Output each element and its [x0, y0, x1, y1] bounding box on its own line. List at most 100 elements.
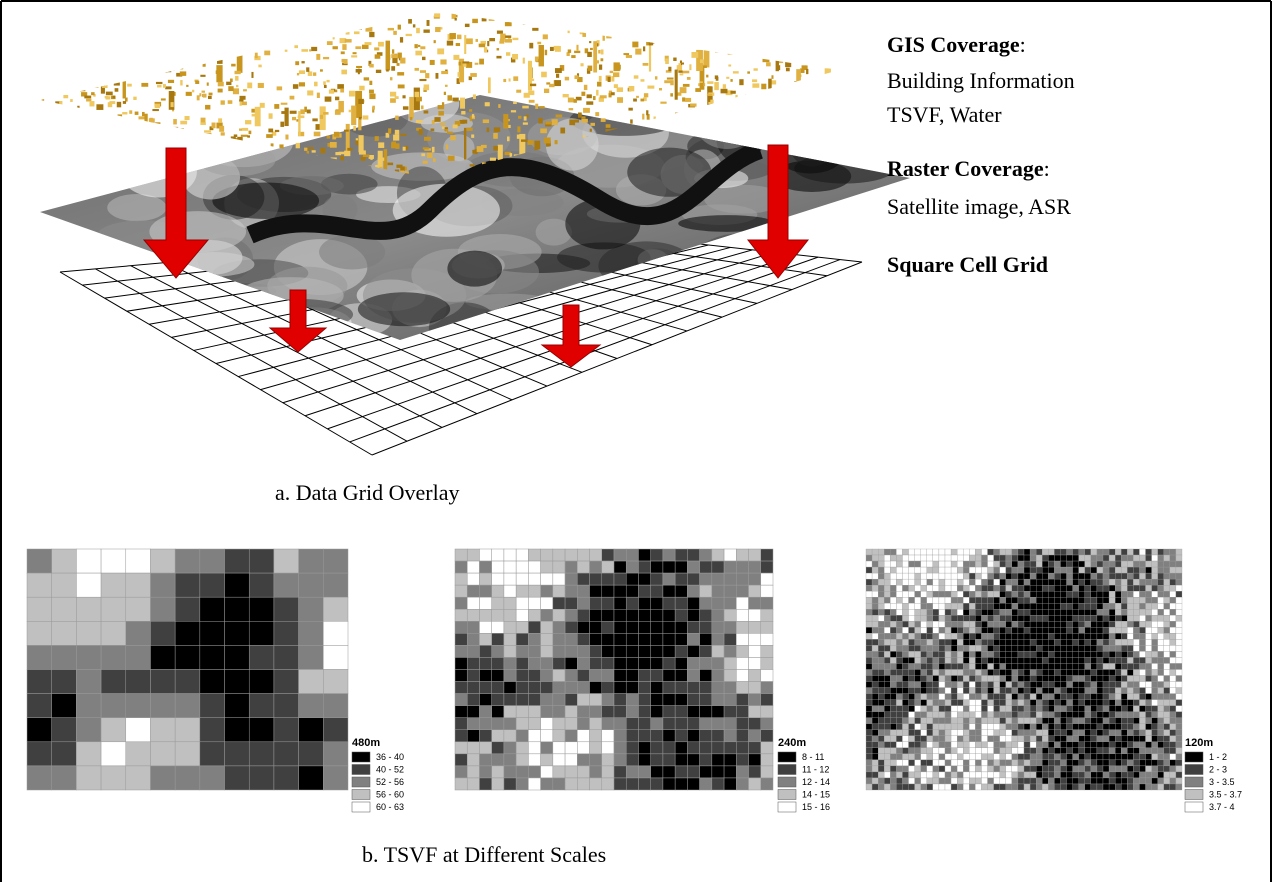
cell — [1060, 706, 1066, 712]
building — [405, 12, 408, 18]
building — [277, 86, 283, 90]
cell — [504, 573, 516, 585]
cell — [945, 573, 951, 579]
cell — [969, 694, 975, 700]
cell — [1012, 633, 1018, 639]
cell — [1000, 579, 1006, 585]
cell — [1097, 766, 1103, 772]
building — [333, 37, 335, 39]
cell — [884, 579, 890, 585]
cell — [101, 670, 126, 694]
cell — [1127, 754, 1133, 760]
building — [668, 23, 672, 26]
cell — [1158, 742, 1164, 748]
building — [460, 98, 465, 109]
cell — [663, 573, 675, 585]
cell — [1158, 645, 1164, 651]
cell — [1176, 694, 1182, 700]
cell — [878, 633, 884, 639]
cell — [1109, 561, 1115, 567]
cell — [878, 585, 884, 591]
cell — [1018, 766, 1024, 772]
building — [444, 92, 446, 95]
cell — [945, 645, 951, 651]
cell — [1073, 591, 1079, 597]
building — [199, 93, 201, 96]
cell — [884, 700, 890, 706]
building — [207, 14, 212, 19]
cell — [1048, 706, 1054, 712]
cell — [1152, 645, 1158, 651]
cell — [1127, 742, 1133, 748]
cell — [1012, 585, 1018, 591]
cell — [675, 621, 687, 633]
building — [133, 152, 140, 155]
legend-label: 1 - 2 — [1209, 752, 1227, 762]
cell — [927, 603, 933, 609]
building — [77, 106, 79, 117]
cell — [939, 663, 945, 669]
raster-blob — [622, 88, 719, 121]
building — [266, 134, 273, 138]
building — [465, 24, 470, 27]
cell — [1024, 651, 1030, 657]
building — [53, 46, 58, 50]
building — [135, 112, 139, 115]
cell — [945, 567, 951, 573]
cell — [878, 609, 884, 615]
cell — [1133, 676, 1139, 682]
building — [600, 10, 605, 15]
cell — [878, 657, 884, 663]
cell — [1109, 645, 1115, 651]
cell — [927, 657, 933, 663]
cell — [878, 736, 884, 742]
cell — [1176, 706, 1182, 712]
cell — [939, 615, 945, 621]
building — [365, 42, 372, 45]
cell — [1085, 597, 1091, 603]
cell — [963, 639, 969, 645]
cell — [866, 712, 872, 718]
cell — [455, 573, 467, 585]
cell — [1018, 651, 1024, 657]
cell — [516, 742, 528, 754]
building — [455, 18, 457, 21]
cell — [975, 555, 981, 561]
cell — [1139, 682, 1145, 688]
cell — [1164, 615, 1170, 621]
cell — [1103, 651, 1109, 657]
building — [398, 85, 405, 89]
cell — [1067, 561, 1073, 567]
cell — [1060, 718, 1066, 724]
cell — [988, 591, 994, 597]
building — [143, 67, 148, 73]
building — [527, 140, 533, 145]
cell — [939, 754, 945, 760]
building — [93, 85, 99, 88]
building — [673, 58, 676, 61]
building — [173, 65, 175, 70]
cell — [651, 754, 663, 766]
cell — [1103, 633, 1109, 639]
cell — [945, 700, 951, 706]
building — [88, 118, 94, 120]
cell — [1085, 736, 1091, 742]
cell — [1097, 772, 1103, 778]
cell — [541, 670, 553, 682]
cell — [1042, 597, 1048, 603]
building — [826, 127, 831, 131]
building — [458, 72, 460, 77]
cell — [915, 718, 921, 724]
cell — [921, 670, 927, 676]
cell — [1139, 657, 1145, 663]
cell — [921, 766, 927, 772]
cell — [675, 682, 687, 694]
cell — [981, 772, 987, 778]
building — [111, 116, 117, 122]
building — [767, 121, 769, 123]
cell — [1067, 736, 1073, 742]
cell — [225, 549, 250, 573]
cell — [963, 742, 969, 748]
building — [108, 151, 114, 153]
cell — [577, 621, 589, 633]
